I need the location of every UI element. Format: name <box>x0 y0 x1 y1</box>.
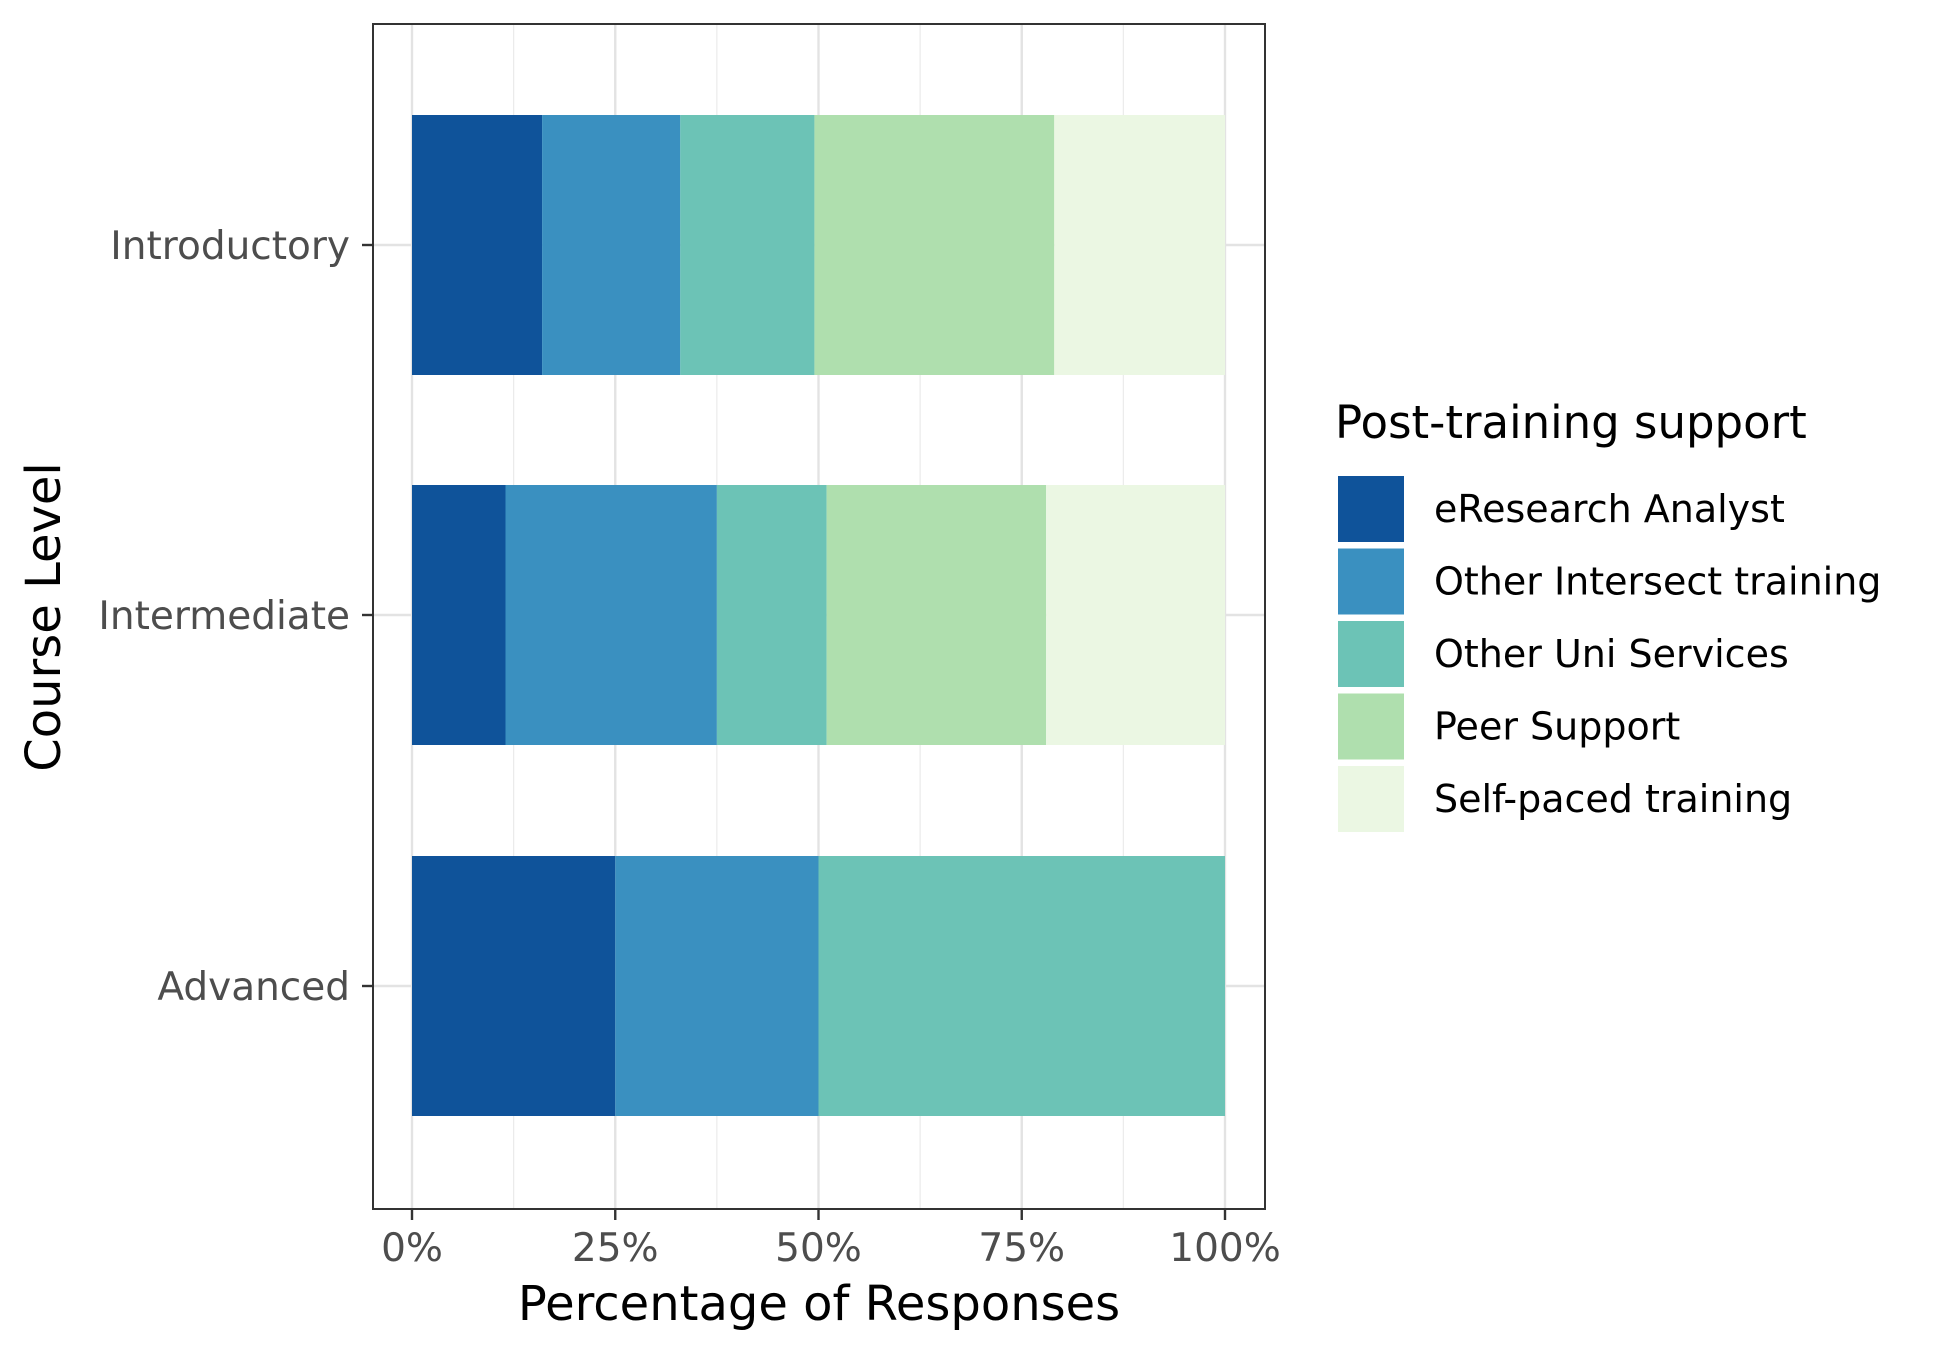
bar-intermediate-other-uni-services <box>716 485 827 745</box>
bar-advanced-other-uni-services <box>818 856 1225 1116</box>
bar-intermediate-eresearch-analyst <box>412 485 506 745</box>
x-axis: 0% 25% 50% 75% 100% <box>381 1209 1281 1271</box>
x-tick-label-25: 25% <box>572 1226 659 1271</box>
x-tick-label-100: 100% <box>1169 1226 1281 1271</box>
bar-intermediate-peer-support <box>826 485 1047 745</box>
legend-label-other-intersect-training: Other Intersect training <box>1434 560 1881 604</box>
legend-key-other-uni-services <box>1338 621 1404 687</box>
y-tick-label-introductory: Introductory <box>110 224 350 269</box>
bar-introductory-self-paced-training <box>1054 115 1225 375</box>
x-tick-label-75: 75% <box>978 1226 1065 1271</box>
legend-label-other-uni-services: Other Uni Services <box>1434 632 1789 676</box>
bar-introductory-eresearch-analyst <box>412 115 543 375</box>
bar-intermediate-self-paced-training <box>1046 485 1225 745</box>
legend-label-self-paced-training: Self-paced training <box>1434 777 1792 821</box>
x-tick-label-50: 50% <box>775 1226 862 1271</box>
bar-advanced-eresearch-analyst <box>412 856 616 1116</box>
legend-key-peer-support <box>1338 693 1404 760</box>
legend-label-eresearch-analyst: eResearch Analyst <box>1434 487 1785 531</box>
bar-introductory-other-uni-services <box>680 115 815 375</box>
x-axis-title: Percentage of Responses <box>518 1276 1120 1332</box>
bar-intermediate-other-intersect-training <box>505 485 717 745</box>
y-axis: Introductory Intermediate Advanced <box>98 224 373 1010</box>
bar-introductory-peer-support <box>814 115 1055 375</box>
bar-advanced-other-intersect-training <box>615 856 819 1116</box>
y-tick-label-advanced: Advanced <box>157 965 350 1010</box>
y-axis-title: Course Level <box>16 462 72 772</box>
legend-title: Post-training support <box>1335 396 1807 449</box>
bar-introductory-other-intersect-training <box>542 115 681 375</box>
y-tick-label-intermediate: Intermediate <box>98 594 350 639</box>
x-tick-label-0: 0% <box>381 1226 443 1271</box>
bars <box>412 115 1225 1116</box>
legend: Post-training support eResearch Analyst O… <box>1335 396 1881 832</box>
legend-key-eresearch-analyst <box>1338 476 1404 542</box>
legend-key-self-paced-training <box>1338 766 1404 832</box>
legend-key-other-intersect-training <box>1338 548 1404 615</box>
legend-label-peer-support: Peer Support <box>1434 705 1680 749</box>
